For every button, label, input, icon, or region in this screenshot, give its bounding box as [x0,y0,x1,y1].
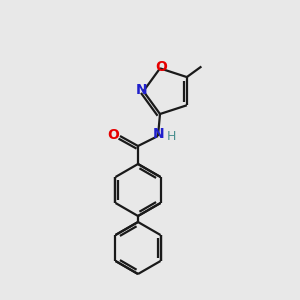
Text: N: N [136,83,147,97]
Text: H: H [166,130,176,143]
Text: O: O [155,60,167,74]
Text: O: O [107,128,119,142]
Text: N: N [153,127,165,141]
